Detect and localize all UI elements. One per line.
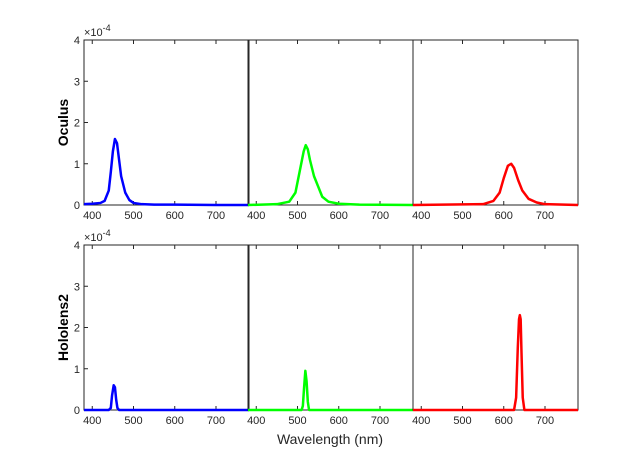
x-tick-label: 500 xyxy=(288,210,306,222)
spectrum-line-0-2 xyxy=(412,162,579,207)
y-tick-label: 1 xyxy=(74,159,80,171)
row-title-0: Oculus xyxy=(55,99,71,147)
y-tick-label: 4 xyxy=(74,240,80,252)
x-tick-label: 400 xyxy=(247,210,265,222)
x-tick-label: 600 xyxy=(495,415,513,427)
x-tick-label: 700 xyxy=(207,210,225,222)
x-tick-label: 400 xyxy=(83,210,101,222)
y-multiplier-label: ×10-4 xyxy=(84,228,111,244)
x-tick-label: 400 xyxy=(83,415,101,427)
x-tick-label: 500 xyxy=(124,415,142,427)
x-tick-label: 700 xyxy=(207,415,225,427)
spectrum-line-1-2 xyxy=(413,313,578,412)
x-tick-label: 400 xyxy=(412,210,430,222)
x-tick-label: 600 xyxy=(166,210,184,222)
spectrum-line-1-0 xyxy=(84,384,249,412)
x-tick-label: 600 xyxy=(166,415,184,427)
y-multiplier-label: ×10-4 xyxy=(84,23,111,39)
x-tick-label: 700 xyxy=(371,415,389,427)
spectrum-line-0-1 xyxy=(247,143,414,207)
row-title-1: Hololens2 xyxy=(55,294,71,361)
x-tick-label: 500 xyxy=(124,210,142,222)
panel-frame-0-2 xyxy=(412,39,579,206)
x-tick-label: 400 xyxy=(247,415,265,427)
y-multiplier-exponent: -4 xyxy=(103,228,111,238)
y-multiplier-base: ×10 xyxy=(84,232,103,244)
spectrum-line-1-1 xyxy=(248,369,413,412)
x-tick-label: 500 xyxy=(288,415,306,427)
x-tick-label: 600 xyxy=(330,210,348,222)
y-multiplier-base: ×10 xyxy=(84,27,103,39)
y-tick-label: 3 xyxy=(74,76,80,88)
x-tick-label: 500 xyxy=(453,415,471,427)
y-tick-label: 2 xyxy=(74,323,80,335)
y-multiplier-exponent: -4 xyxy=(103,23,111,33)
y-tick-label: 3 xyxy=(74,281,80,293)
y-tick-label: 2 xyxy=(74,118,80,130)
spectrum-line-0-0 xyxy=(83,137,249,207)
x-axis-title: Wavelength (nm) xyxy=(277,431,383,447)
x-tick-label: 700 xyxy=(536,415,554,427)
x-tick-label: 700 xyxy=(536,210,554,222)
x-tick-label: 600 xyxy=(330,415,348,427)
y-tick-label: 1 xyxy=(74,364,80,376)
y-tick-label: 4 xyxy=(74,35,80,47)
y-tick-label: 0 xyxy=(74,405,80,417)
y-tick-label: 0 xyxy=(74,200,80,212)
x-tick-label: 500 xyxy=(453,210,471,222)
x-tick-label: 600 xyxy=(495,210,513,222)
x-tick-label: 700 xyxy=(371,210,389,222)
x-tick-label: 400 xyxy=(412,415,430,427)
